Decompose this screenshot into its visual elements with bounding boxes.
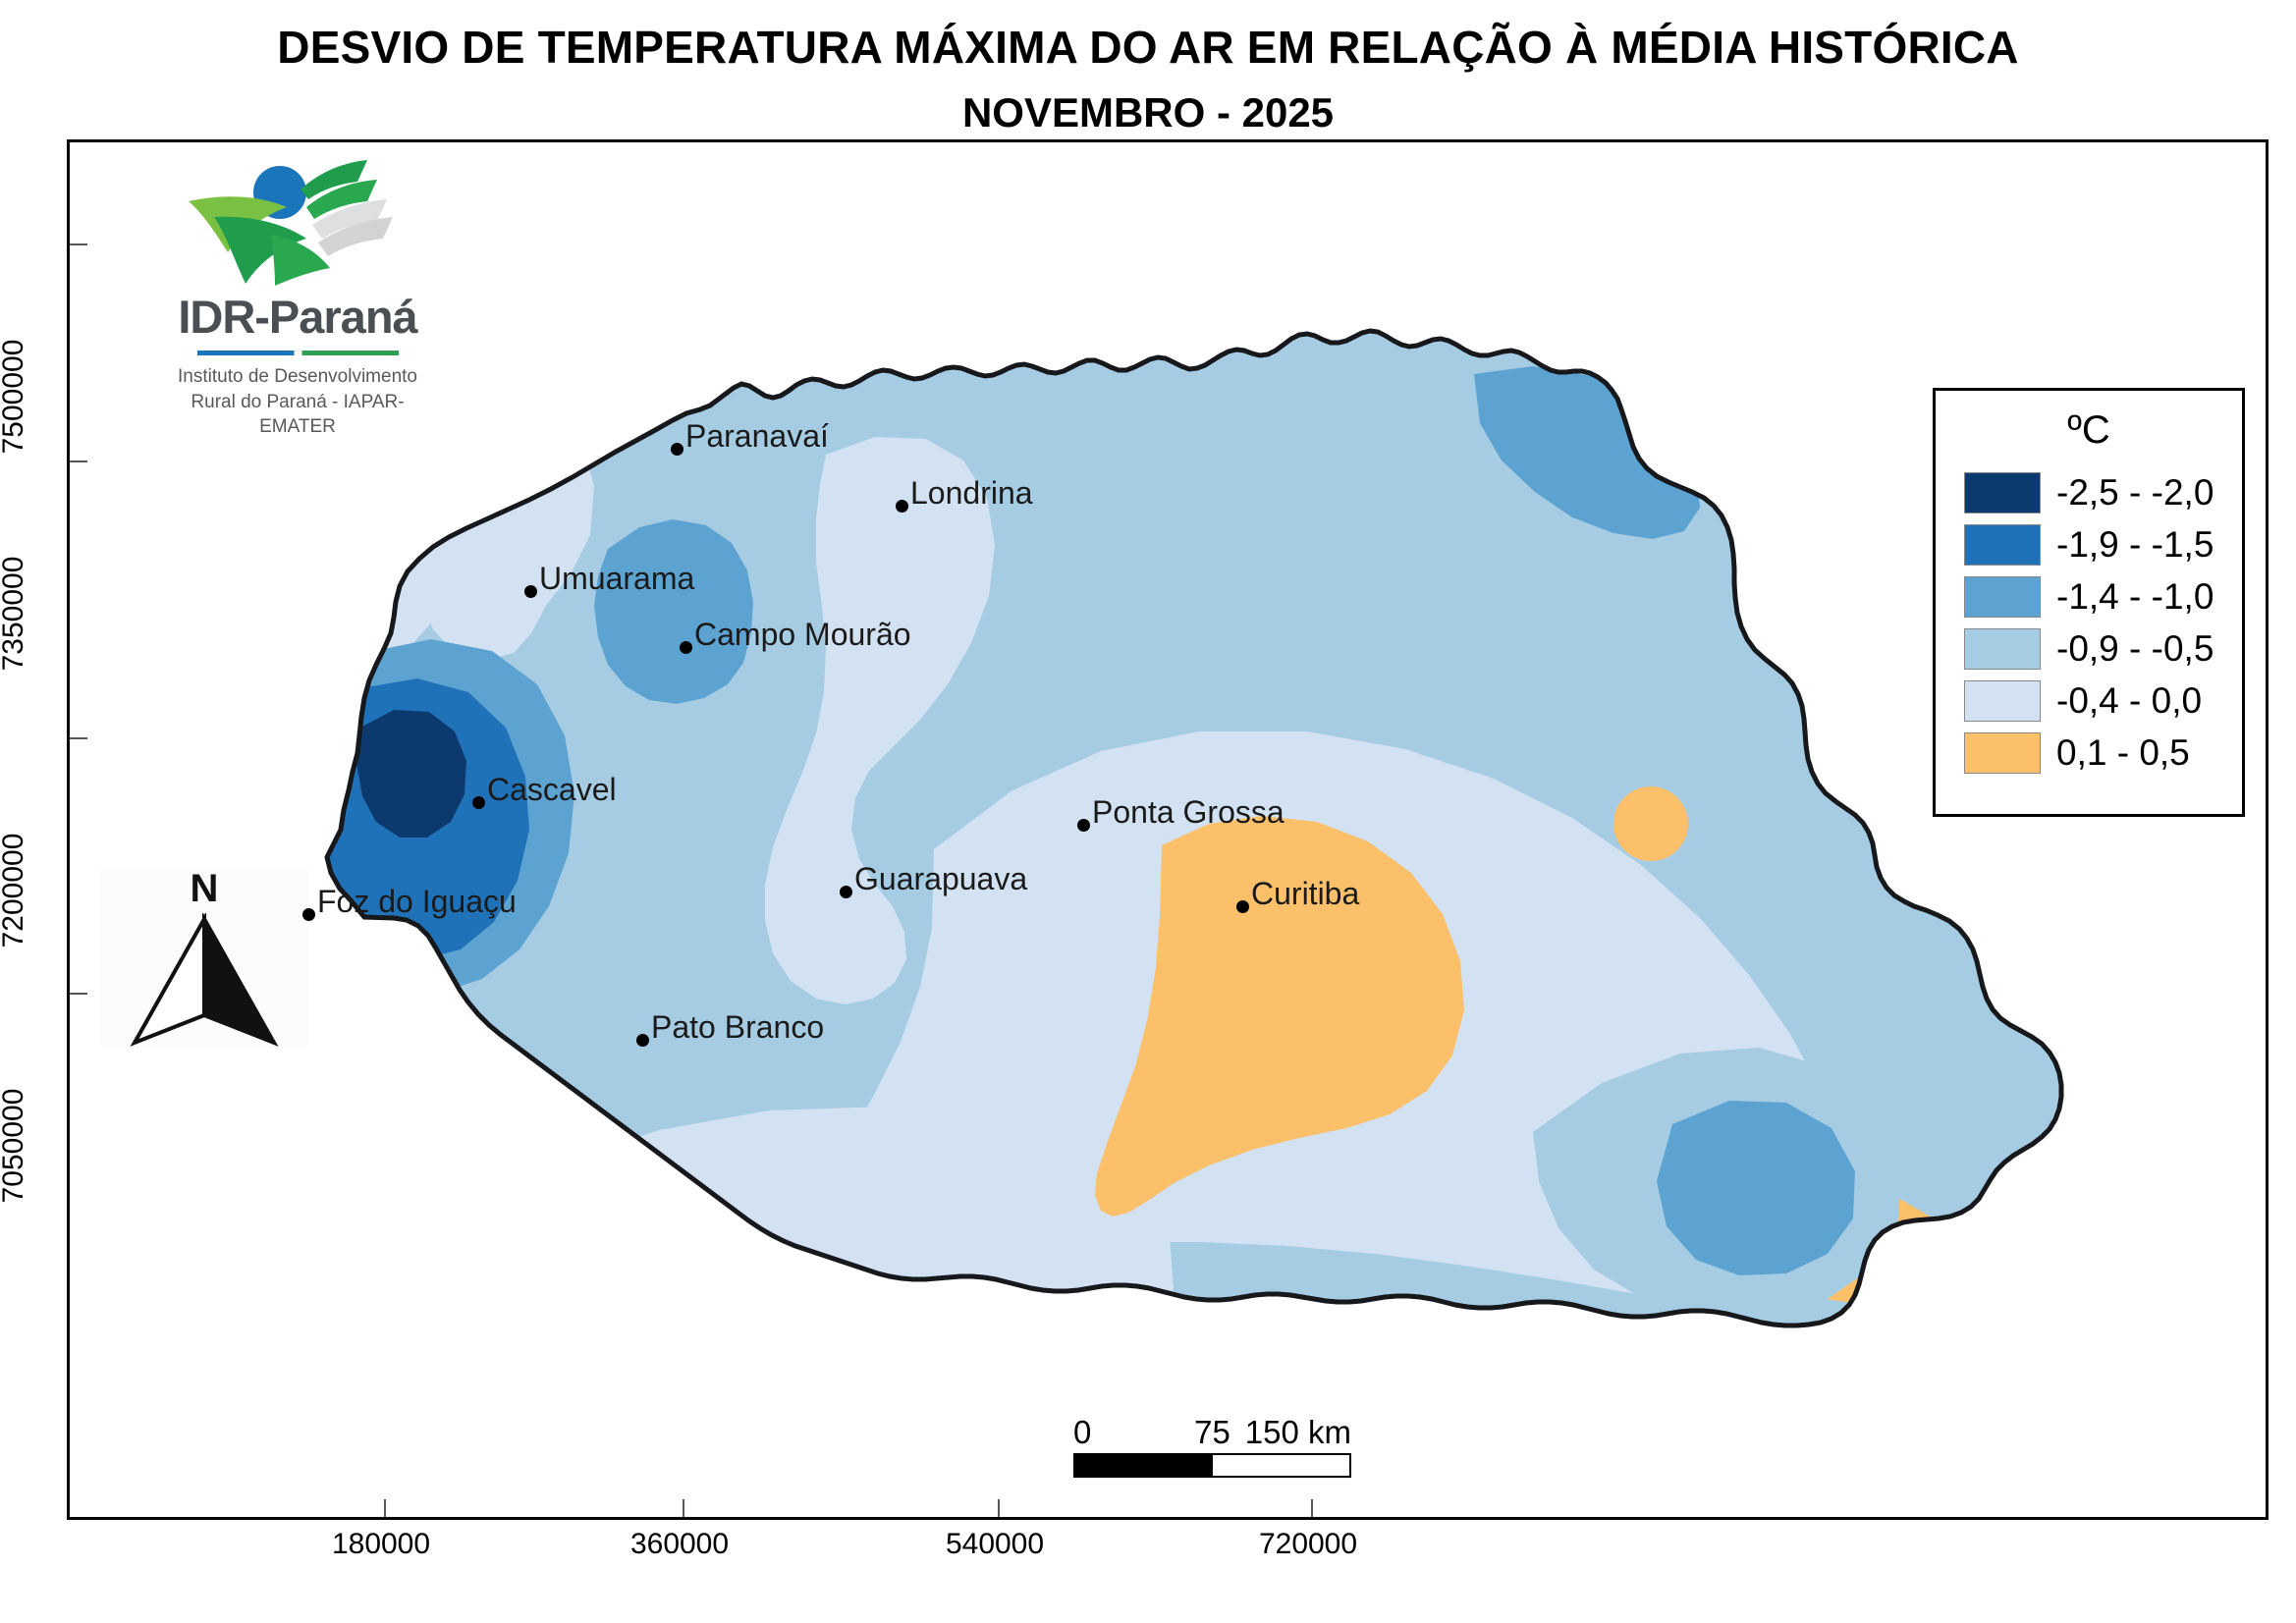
legend-row[interactable]: -1,9 - -1,5 bbox=[1936, 518, 2242, 570]
legend-label: -0,9 - -0,5 bbox=[2056, 627, 2214, 669]
scale-bar: 0 75 150 km bbox=[1073, 1414, 1351, 1478]
contour-band-medblue-curitiba bbox=[1657, 1101, 1855, 1275]
city-dot-icon bbox=[302, 908, 315, 921]
x-axis-tick-label: 540000 bbox=[945, 1528, 1045, 1560]
scale-bar-segment-empty bbox=[1212, 1455, 1349, 1476]
city-label: Curitiba bbox=[1251, 876, 1360, 911]
logo-subtitle-line1: Instituto de Desenvolvimento bbox=[178, 366, 417, 387]
contour-band-medblue-north bbox=[594, 519, 753, 704]
axis-tick-y bbox=[70, 460, 87, 462]
city-label: Umuarama bbox=[539, 561, 695, 596]
x-axis-tick-label: 720000 bbox=[1258, 1528, 1358, 1560]
scale-bar-body bbox=[1073, 1453, 1351, 1478]
y-axis-tick-label: 7200000 bbox=[0, 833, 29, 948]
map-contours bbox=[324, 328, 2064, 1328]
axis-tick-y bbox=[70, 243, 87, 245]
legend-swatch bbox=[1964, 679, 2041, 722]
north-arrow-icon bbox=[130, 911, 279, 1047]
city-label: Paranavaí bbox=[685, 418, 829, 454]
logo-divider bbox=[196, 351, 399, 355]
city-dot-icon bbox=[636, 1034, 649, 1047]
city-dot-icon bbox=[472, 796, 485, 809]
y-axis-tick-label: 7500000 bbox=[0, 339, 29, 455]
scale-label-end: 150 km bbox=[1244, 1414, 1351, 1450]
city-dot-icon bbox=[671, 443, 683, 456]
city-label: Foz do Iguaçu bbox=[317, 884, 517, 919]
legend-label: -1,4 - -1,0 bbox=[2056, 575, 2214, 617]
north-arrow: N bbox=[101, 867, 307, 1049]
legend-label: 0,1 - 0,5 bbox=[2056, 731, 2190, 773]
north-letter: N bbox=[190, 867, 219, 910]
logo-wordmark: IDR-Paraná bbox=[178, 291, 417, 343]
page-subtitle: NOVEMBRO - 2025 bbox=[961, 88, 1335, 135]
city-dot-icon bbox=[840, 886, 852, 898]
axis-tick-x bbox=[384, 1499, 386, 1517]
legend-swatch bbox=[1964, 731, 2041, 774]
city-dot-icon bbox=[896, 500, 908, 513]
city-dot-icon bbox=[680, 641, 692, 654]
legend-unit-title: ºC bbox=[2067, 408, 2110, 452]
legend-panel[interactable]: ºC -2,5 - -2,0 -1,9 - -1,5 -1,4 - -1,0 -0,9… bbox=[1933, 388, 2245, 817]
logo-subtitle: Instituto de Desenvolvimento Rural do Pa… bbox=[160, 364, 435, 440]
legend-label: -2,5 - -2,0 bbox=[2056, 471, 2214, 513]
axis-tick-y bbox=[70, 737, 87, 739]
city-label: Cascavel bbox=[487, 772, 617, 807]
x-axis-tick-label: 360000 bbox=[629, 1528, 730, 1560]
scale-bar-labels: 0 75 150 km bbox=[1073, 1414, 1351, 1453]
legend-row[interactable]: -1,4 - -1,0 bbox=[1936, 570, 2242, 622]
legend-swatch bbox=[1964, 523, 2041, 566]
contour-band-darknavy-west bbox=[356, 710, 466, 838]
contour-band-orange-center bbox=[1095, 816, 1464, 1217]
legend-swatch bbox=[1964, 627, 2041, 670]
y-axis-tick-label: 7350000 bbox=[0, 556, 29, 672]
legend-row[interactable]: -0,9 - -0,5 bbox=[1936, 622, 2242, 675]
city-dot-icon bbox=[524, 585, 537, 598]
city-label: Guarapuava bbox=[854, 861, 1028, 896]
legend-label: -0,4 - 0,0 bbox=[2056, 679, 2203, 721]
legend-label: -1,9 - -1,5 bbox=[2056, 523, 2214, 565]
city-dot-icon bbox=[1077, 819, 1090, 832]
axis-tick-y bbox=[70, 993, 87, 995]
page-title: DESVIO DE TEMPERATURA MÁXIMA DO AR EM RE… bbox=[277, 22, 2019, 73]
legend-rows: -2,5 - -2,0 -1,9 - -1,5 -1,4 - -1,0 -0,9 - … bbox=[1936, 466, 2242, 779]
city-label: Londrina bbox=[910, 475, 1033, 511]
title-block: DESVIO DE TEMPERATURA MÁXIMA DO AR EM RE… bbox=[0, 22, 2296, 136]
logo-mark-icon bbox=[185, 160, 410, 286]
legend-row[interactable]: 0,1 - 0,5 bbox=[1936, 727, 2242, 779]
legend-row[interactable]: -0,4 - 0,0 bbox=[1936, 675, 2242, 727]
legend-swatch bbox=[1964, 575, 2041, 618]
axis-tick-x bbox=[998, 1499, 1000, 1517]
logo-subtitle-line2: Rural do Paraná - IAPAR-EMATER bbox=[191, 391, 405, 438]
idr-parana-logo: IDR-Paraná Instituto de Desenvolvimento … bbox=[160, 160, 435, 440]
state-border-outline bbox=[324, 328, 2064, 1328]
legend-swatch bbox=[1964, 471, 2041, 514]
city-label: Pato Branco bbox=[651, 1009, 825, 1045]
contour-band-orange-small bbox=[1613, 786, 1688, 861]
scale-label-start: 0 bbox=[1073, 1414, 1092, 1450]
city-dot-icon bbox=[1236, 900, 1249, 913]
city-label: Ponta Grossa bbox=[1092, 794, 1285, 830]
legend-row[interactable]: -2,5 - -2,0 bbox=[1936, 466, 2242, 518]
x-axis-tick-label: 180000 bbox=[331, 1528, 431, 1560]
axis-tick-x bbox=[1311, 1499, 1313, 1517]
choropleth-map[interactable] bbox=[70, 142, 2266, 1517]
map-frame[interactable]: IDR-Paraná Instituto de Desenvolvimento … bbox=[67, 139, 2269, 1520]
scale-label-middle: 75 bbox=[1194, 1414, 1230, 1450]
city-label: Campo Mourão bbox=[694, 617, 911, 652]
y-axis-tick-label: 7050000 bbox=[0, 1088, 29, 1204]
contour-band-verylight-londrina bbox=[765, 437, 995, 1004]
scale-bar-segment-filled bbox=[1075, 1455, 1213, 1476]
axis-tick-x bbox=[683, 1499, 684, 1517]
